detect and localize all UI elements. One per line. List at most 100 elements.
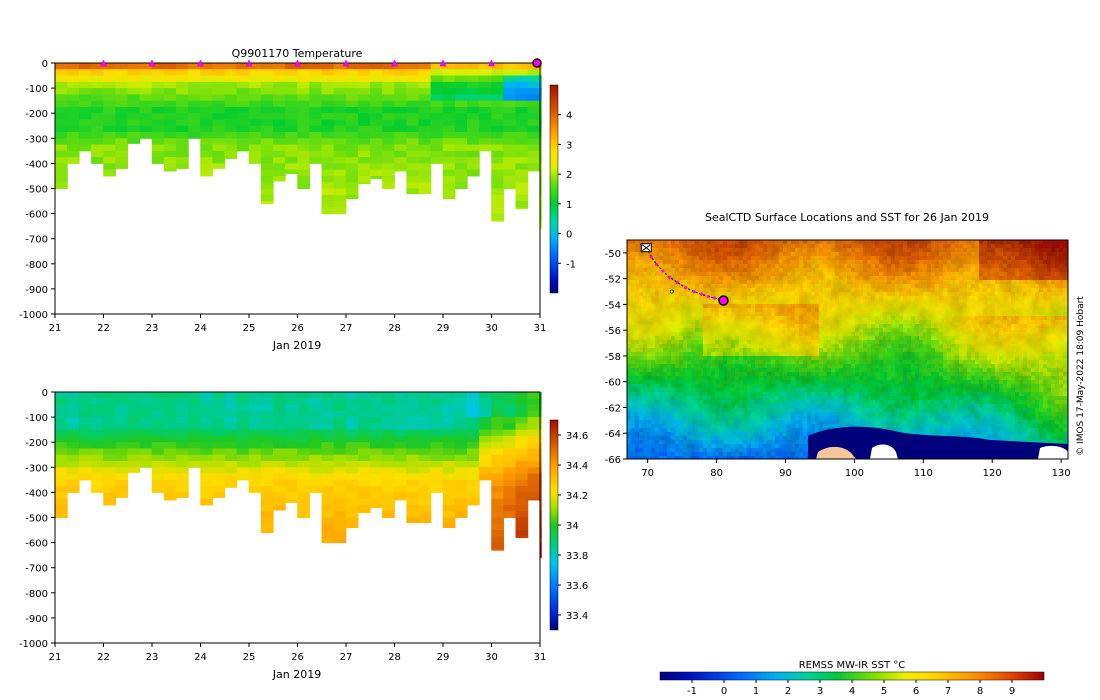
sst-pixel (695, 252, 700, 257)
sst-pixel (1043, 308, 1048, 313)
sst-pixel (771, 260, 776, 265)
sst-pixel (895, 344, 900, 349)
sst-pixel (1003, 348, 1008, 353)
section-cell (539, 530, 542, 537)
section-cell (467, 473, 480, 481)
sst-pixel (967, 328, 972, 333)
sst-pixel (975, 328, 980, 333)
sst-pixel (875, 284, 880, 289)
sst-pixel (987, 248, 992, 253)
sst-pixel (823, 344, 828, 349)
section-cell (236, 454, 250, 462)
sst-pixel (843, 336, 848, 341)
sst-pixel (1027, 240, 1032, 245)
sst-pixel (663, 252, 668, 257)
sst-pixel (863, 316, 868, 321)
sst-pixel (939, 268, 944, 273)
section-cell (442, 435, 456, 443)
section-cell (491, 132, 504, 139)
sst-pixel (639, 272, 644, 277)
sst-pixel (687, 260, 692, 265)
sst-pixel (927, 244, 932, 249)
section-cell (370, 119, 383, 127)
section-cell (321, 392, 335, 399)
section-cell (139, 392, 153, 399)
sst-pixel (859, 304, 864, 309)
sst-pixel (839, 340, 844, 345)
section-cell (345, 63, 359, 70)
sst-pixel (735, 348, 740, 353)
section-cell (66, 454, 80, 462)
section-cell (212, 100, 226, 108)
sst-pixel (1063, 284, 1068, 289)
sst-pixel (823, 272, 828, 277)
sst-pixel (931, 284, 936, 289)
sst-pixel (1047, 276, 1052, 281)
sst-pixel (867, 256, 872, 261)
sst-pixel (755, 276, 760, 281)
sst-pixel (1031, 312, 1036, 317)
section-cell (212, 467, 226, 475)
sst-pixel (763, 304, 768, 309)
sst-pixel (867, 332, 872, 337)
section-cell (309, 392, 323, 399)
section-cell (418, 461, 432, 468)
section-cell (248, 429, 262, 437)
sst-pixel (687, 340, 692, 345)
sst-pixel (927, 248, 932, 253)
sst-pixel (791, 244, 796, 249)
sst-pixel (679, 324, 684, 329)
section-cell (212, 157, 226, 164)
section-cell (79, 81, 92, 89)
section-cell (91, 132, 104, 139)
sst-pixel (739, 296, 744, 301)
sst-pixel (851, 244, 856, 249)
section-cell (236, 417, 250, 424)
sst-pixel (675, 340, 680, 345)
x-tick-label: 28 (388, 652, 401, 663)
sst-pixel (991, 300, 996, 305)
section-cell (515, 169, 529, 177)
section-cell (467, 81, 480, 89)
sst-pixel (627, 292, 632, 297)
sst-pixel (1063, 252, 1068, 257)
section-cell (139, 429, 153, 437)
section-cell (236, 100, 250, 108)
section-cell (139, 100, 153, 108)
sst-pixel (1059, 240, 1064, 245)
section-cell (345, 144, 359, 152)
sst-pixel (935, 312, 940, 317)
section-cell (91, 113, 104, 120)
sst-pixel (1035, 328, 1040, 333)
sst-pixel (695, 268, 700, 273)
section-cell (79, 100, 92, 108)
sst-pixel (663, 300, 668, 305)
sst-pixel (699, 268, 704, 273)
section-cell (515, 511, 529, 518)
section-cell (248, 398, 262, 406)
sst-pixel (1035, 300, 1040, 305)
section-cell (394, 410, 407, 418)
sst-pixel (895, 328, 900, 333)
section-cell (66, 132, 80, 139)
sst-pixel (751, 256, 756, 261)
section-cell (357, 404, 371, 412)
section-cell (188, 410, 201, 418)
section-cell (503, 479, 517, 487)
sst-pixel (983, 316, 988, 321)
section-cell (321, 63, 335, 70)
section-cell (515, 461, 529, 468)
sst-pixel (1019, 356, 1024, 361)
sst-pixel (787, 244, 792, 249)
sst-pixel (851, 268, 856, 273)
sst-pixel (883, 336, 888, 341)
sst-pixel (903, 276, 908, 281)
sst-pixel (951, 268, 956, 273)
colorbar-tick-label: 0 (566, 230, 572, 241)
section-cell (503, 88, 517, 95)
section-cell (163, 479, 177, 487)
sst-pixel (767, 240, 772, 245)
sst-pixel (999, 244, 1004, 249)
sst-pixel (1027, 280, 1032, 285)
sst-pixel (943, 248, 948, 253)
